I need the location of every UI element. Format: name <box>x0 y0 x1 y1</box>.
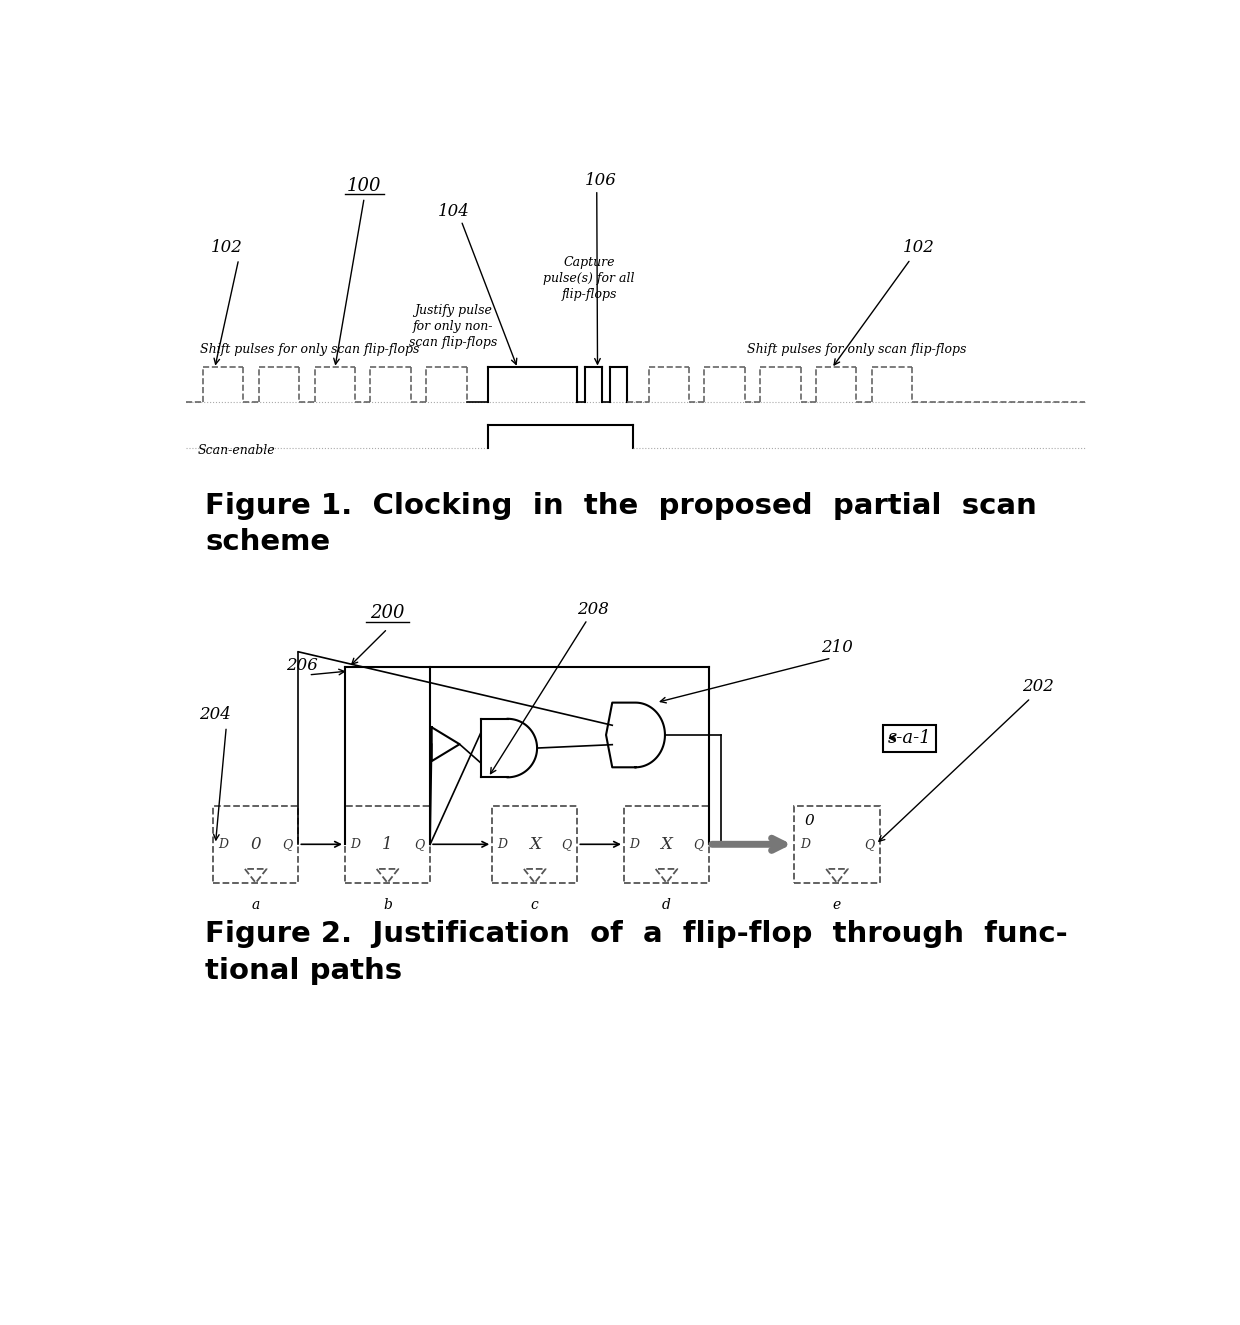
Text: 208: 208 <box>577 602 609 617</box>
Text: Justify pulse
for only non-
scan flip-flops: Justify pulse for only non- scan flip-fl… <box>409 305 497 350</box>
Text: 102: 102 <box>903 238 934 256</box>
Text: D: D <box>497 837 507 851</box>
Text: Shift pulses for only scan flip-flops: Shift pulses for only scan flip-flops <box>201 343 419 356</box>
Text: 100: 100 <box>347 178 382 195</box>
Text: s-a-1: s-a-1 <box>888 729 931 747</box>
Text: X: X <box>528 836 541 853</box>
Text: 202: 202 <box>1023 678 1054 694</box>
Text: 204: 204 <box>200 706 232 723</box>
Text: Figure 2.  Justification  of  a  flip-flop  through  func-
tional paths: Figure 2. Justification of a flip-flop t… <box>206 920 1068 984</box>
Text: 206: 206 <box>286 657 319 674</box>
Text: Q: Q <box>414 837 424 851</box>
Text: a: a <box>252 898 260 912</box>
Text: Shift pulses for only scan flip-flops: Shift pulses for only scan flip-flops <box>746 343 966 356</box>
Text: c: c <box>531 898 538 912</box>
Polygon shape <box>432 727 460 761</box>
Text: 106: 106 <box>585 172 616 189</box>
Text: 102: 102 <box>211 238 242 256</box>
Text: 104: 104 <box>438 203 469 220</box>
Text: X: X <box>661 836 672 853</box>
Bar <box>624 806 709 882</box>
Text: 1: 1 <box>382 836 393 853</box>
Bar <box>795 806 879 882</box>
Text: 200: 200 <box>371 604 404 623</box>
Polygon shape <box>606 702 665 767</box>
Bar <box>492 806 578 882</box>
Text: D: D <box>629 837 640 851</box>
Text: Q: Q <box>864 837 874 851</box>
Text: d: d <box>662 898 671 912</box>
Bar <box>345 806 430 882</box>
Text: D: D <box>800 837 810 851</box>
Text: D: D <box>351 837 361 851</box>
Text: Q: Q <box>283 837 293 851</box>
Text: 0: 0 <box>250 836 262 853</box>
Text: 210: 210 <box>821 640 853 656</box>
Text: e: e <box>833 898 841 912</box>
Text: Q: Q <box>562 837 572 851</box>
Text: 0: 0 <box>805 814 813 828</box>
Text: b: b <box>383 898 392 912</box>
Bar <box>213 806 299 882</box>
Text: Q: Q <box>693 837 704 851</box>
Text: Scan-enable: Scan-enable <box>197 444 275 457</box>
Text: Figure 1.  Clocking  in  the  proposed  partial  scan
scheme: Figure 1. Clocking in the proposed parti… <box>206 492 1037 556</box>
Text: Capture
pulse(s) for all
flip-flops: Capture pulse(s) for all flip-flops <box>543 256 635 301</box>
Text: D: D <box>218 837 228 851</box>
Polygon shape <box>507 718 537 778</box>
